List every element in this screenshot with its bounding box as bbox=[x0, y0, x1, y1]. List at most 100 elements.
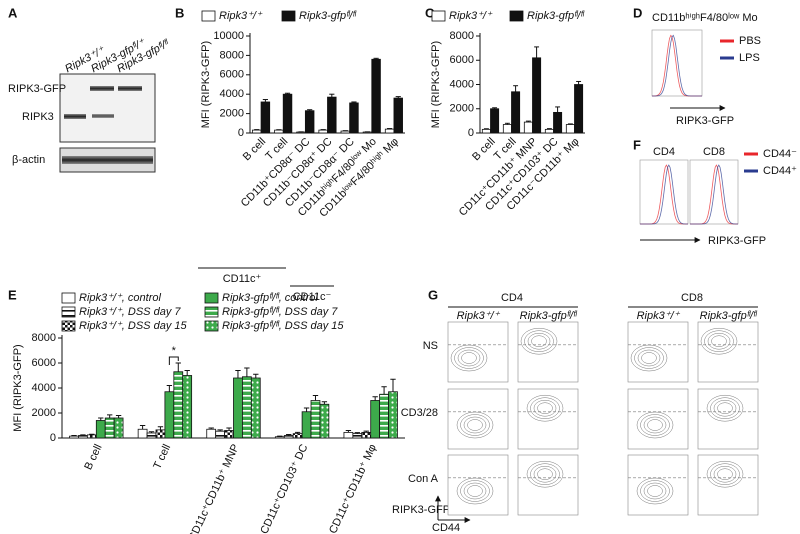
legend-swatch bbox=[61, 320, 76, 332]
error-bar bbox=[363, 430, 369, 433]
error-bar bbox=[555, 106, 561, 113]
contour bbox=[713, 399, 737, 417]
error-bar bbox=[513, 85, 519, 92]
error-bar bbox=[390, 378, 396, 392]
histogram-frame bbox=[639, 159, 689, 225]
legend-label: Ripk3-gfpᶠˡ/ᶠˡ, DSS day 15 bbox=[222, 320, 344, 332]
bar bbox=[574, 84, 584, 134]
bar bbox=[340, 130, 351, 134]
contour bbox=[713, 465, 737, 483]
error-bar bbox=[303, 407, 310, 412]
flow-plot-frame bbox=[697, 388, 759, 450]
contour bbox=[711, 335, 727, 347]
y-label: MFI (RIPK3-GFP) bbox=[430, 41, 442, 128]
contour bbox=[530, 463, 560, 485]
error-bar bbox=[312, 395, 319, 401]
y-label: MFI (RIPK3-GFP) bbox=[200, 41, 212, 128]
bar bbox=[490, 108, 500, 134]
contour bbox=[520, 327, 558, 355]
condition-label: Con A bbox=[408, 473, 439, 485]
error-bar bbox=[115, 415, 122, 418]
annotation: * bbox=[172, 345, 177, 357]
legend-label: Ripk3-gfpᶠˡ/ᶠˡ, control bbox=[222, 292, 318, 304]
bar bbox=[78, 435, 88, 439]
bar bbox=[69, 435, 79, 439]
bar bbox=[352, 433, 363, 439]
blot-band bbox=[64, 114, 86, 119]
panel-letter: G bbox=[428, 287, 438, 302]
flow-plot-frame bbox=[517, 388, 579, 450]
histogram-frame bbox=[651, 29, 703, 97]
contour bbox=[527, 332, 551, 350]
significance-bracket bbox=[168, 356, 179, 365]
blot-membrane bbox=[59, 73, 156, 143]
contour bbox=[460, 414, 490, 436]
flow-plot-frame bbox=[517, 321, 579, 383]
error-bar bbox=[567, 123, 573, 125]
contour bbox=[630, 344, 668, 372]
bar bbox=[388, 391, 398, 439]
bar bbox=[282, 93, 293, 134]
bar bbox=[206, 428, 217, 439]
error-bar bbox=[307, 109, 313, 111]
contour bbox=[460, 480, 490, 502]
condition-label: NS bbox=[423, 340, 438, 352]
y-tick-label: 8000 bbox=[32, 332, 56, 344]
bar bbox=[86, 434, 97, 439]
bar bbox=[532, 57, 542, 134]
error-bar bbox=[351, 101, 357, 103]
contour bbox=[636, 411, 674, 439]
contour bbox=[636, 477, 674, 505]
error-bar bbox=[372, 396, 378, 401]
error-bar bbox=[139, 425, 146, 430]
bar bbox=[182, 375, 193, 439]
error-bar bbox=[253, 373, 259, 378]
contour bbox=[643, 482, 667, 500]
error-bar bbox=[395, 96, 401, 99]
legend-label: LPS bbox=[739, 52, 760, 64]
blot-band bbox=[118, 86, 142, 91]
y-tick-label: 10000 bbox=[213, 30, 244, 42]
contour bbox=[537, 402, 553, 414]
error-bar bbox=[373, 57, 379, 60]
flow-plot-frame bbox=[627, 388, 689, 450]
panel-letter: C bbox=[425, 5, 435, 20]
bar bbox=[283, 435, 294, 439]
bar bbox=[384, 128, 395, 134]
genotype-label: Ripk3⁺/⁺ bbox=[637, 310, 681, 322]
y-tick-label: 0 bbox=[238, 127, 244, 139]
genotype-label: Ripk3⁺/⁺ bbox=[457, 310, 501, 322]
bar bbox=[565, 124, 575, 134]
y-tick-label: 4000 bbox=[32, 382, 56, 394]
bar bbox=[544, 128, 554, 134]
legend-swatch bbox=[61, 306, 76, 318]
error-bar bbox=[504, 122, 510, 125]
contour bbox=[454, 347, 484, 369]
legend-swatch bbox=[201, 10, 216, 22]
contour bbox=[647, 419, 663, 431]
histogram-curve bbox=[652, 34, 702, 97]
contour bbox=[524, 330, 554, 352]
error-bar bbox=[175, 362, 181, 372]
contour bbox=[647, 485, 663, 497]
contour bbox=[450, 344, 488, 372]
error-bar bbox=[381, 386, 387, 395]
bar bbox=[301, 411, 312, 439]
contour bbox=[634, 347, 664, 369]
contour bbox=[537, 468, 553, 480]
bar bbox=[553, 111, 563, 134]
bar bbox=[104, 417, 115, 439]
contour bbox=[456, 477, 494, 505]
bar bbox=[481, 128, 491, 134]
error-bar bbox=[107, 414, 113, 418]
error-bar bbox=[184, 370, 190, 376]
legend-label: CD44⁺ bbox=[763, 165, 797, 177]
y-tick-label: 6000 bbox=[450, 54, 474, 66]
flow-plot-frame bbox=[627, 321, 689, 383]
legend-label: Ripk3-gfpᶠˡ/ᶠˡ bbox=[527, 10, 585, 22]
legend-label: Ripk3⁺/⁺ bbox=[449, 10, 493, 22]
contour bbox=[526, 394, 564, 422]
contour bbox=[533, 465, 557, 483]
group-label: CD8 bbox=[681, 292, 703, 304]
